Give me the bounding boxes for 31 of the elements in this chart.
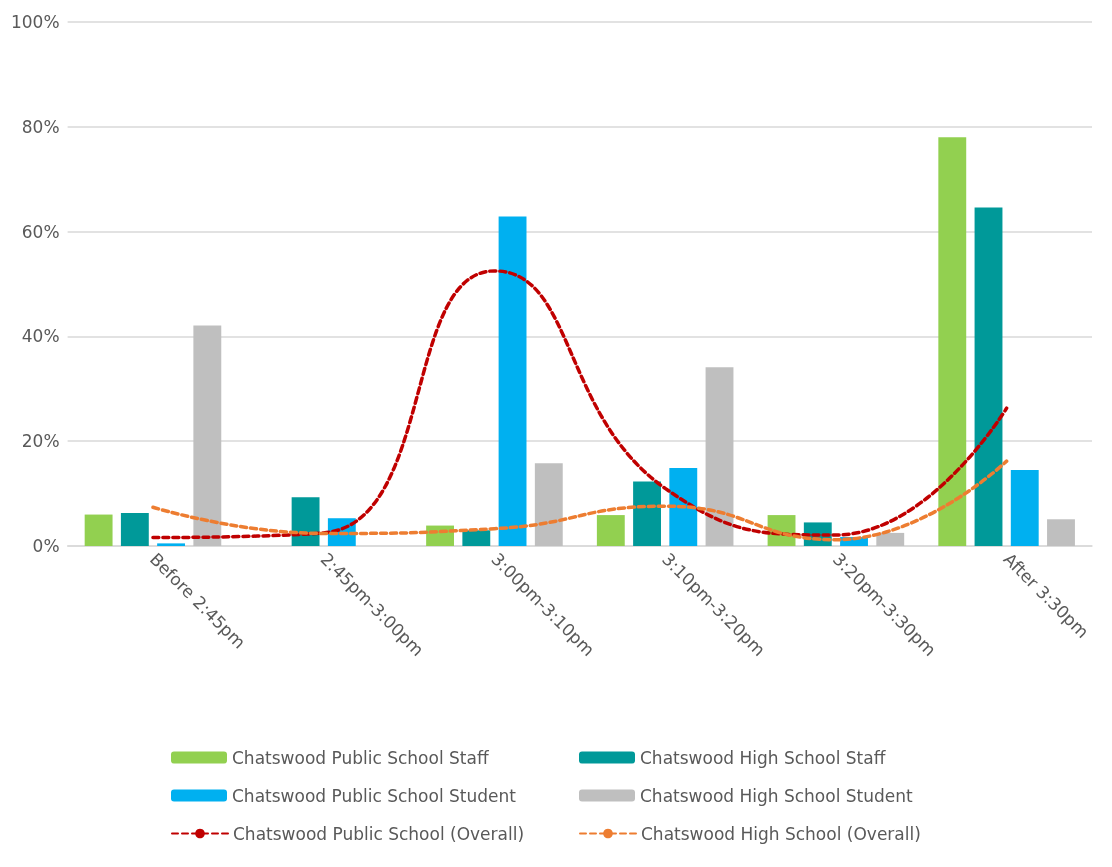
legend-label: Chatswood High School Student	[640, 785, 914, 806]
bar	[193, 325, 222, 546]
y-tick-label: 40%	[21, 326, 60, 347]
y-tick-label: 80%	[21, 116, 60, 137]
bar	[1010, 470, 1039, 546]
bar	[84, 514, 113, 546]
y-tick-label: 20%	[21, 431, 60, 452]
legend-label: Chatswood Public School Student	[232, 785, 517, 806]
bar	[462, 530, 491, 546]
bar	[705, 367, 734, 546]
bar	[120, 512, 149, 546]
legend-label: Chatswood Public School (Overall)	[233, 823, 525, 844]
bar	[876, 532, 905, 546]
y-tick-label: 60%	[21, 221, 60, 242]
line-series	[151, 269, 1009, 540]
y-tick-label: 100%	[10, 12, 60, 32]
bar	[498, 216, 527, 546]
bar	[291, 497, 320, 546]
bar	[938, 137, 967, 546]
line-series	[151, 459, 1009, 542]
legend-label: Chatswood High School (Overall)	[641, 823, 921, 844]
bar	[1047, 519, 1075, 546]
bar	[596, 515, 625, 546]
y-tick-label: 0%	[32, 536, 60, 556]
legend-label: Chatswood Public School Staff	[232, 747, 490, 768]
bar	[157, 543, 186, 546]
legend-label: Chatswood High School Staff	[640, 747, 887, 768]
bar	[633, 481, 661, 546]
bar	[669, 467, 698, 546]
bar	[534, 463, 563, 546]
bar	[974, 207, 1003, 546]
